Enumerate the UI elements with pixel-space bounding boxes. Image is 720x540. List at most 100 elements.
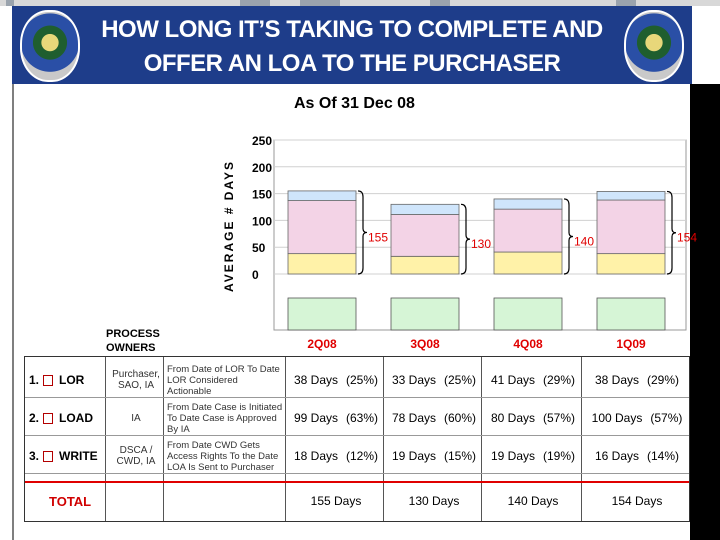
percent-value: (57%) xyxy=(543,411,576,425)
total-divider xyxy=(25,481,689,483)
checkbox-icon xyxy=(43,412,54,424)
total-brace xyxy=(357,190,368,275)
table-value-cell: 19 Days (15%) xyxy=(389,437,479,475)
table-phase-cell: 2. LOAD xyxy=(29,399,103,437)
department-of-defense-seal-logo xyxy=(624,10,684,82)
percent-value: (57%) xyxy=(650,411,683,425)
bar-total-label: 140 xyxy=(574,234,594,248)
table-phase-cell: 1. LOR xyxy=(29,361,103,399)
top-toolbar-strip xyxy=(0,0,720,6)
percent-value: (25%) xyxy=(346,373,379,387)
bar-segment-load xyxy=(287,200,357,255)
table-column-divider xyxy=(481,357,482,521)
owners-header-line-2: OWNERS xyxy=(106,342,156,354)
table-value-cell: 38 Days (29%) xyxy=(587,361,687,399)
table-owner-cell: Purchaser, SAO, IA xyxy=(112,369,160,391)
bar-segment-write xyxy=(287,190,357,201)
table-value-cell: 18 Days (12%) xyxy=(291,437,381,475)
x-category-label: 2Q08 xyxy=(307,337,337,351)
bar-base-box xyxy=(596,297,666,331)
table-value-cell: 33 Days (25%) xyxy=(389,361,479,399)
bar-total-label: 130 xyxy=(471,237,491,251)
percent-value: (29%) xyxy=(543,373,576,387)
table-column-divider xyxy=(581,357,582,521)
table-owner-cell: IA xyxy=(131,412,141,424)
total-value-cell: 154 Days xyxy=(611,494,663,508)
toolbar-icon[interactable] xyxy=(430,0,450,6)
toolbar-icon[interactable] xyxy=(6,0,14,6)
table-value-cell: 41 Days (29%) xyxy=(487,361,579,399)
table-column-divider xyxy=(163,357,164,521)
percent-value: (60%) xyxy=(444,411,477,425)
total-value-cell: 130 Days xyxy=(408,494,460,508)
days-value: 80 Days xyxy=(490,411,535,425)
bar-segment-write xyxy=(493,198,563,210)
table-value-cell: 19 Days (19%) xyxy=(487,437,579,475)
toolbar-icon[interactable] xyxy=(616,0,636,6)
percent-value: (12%) xyxy=(346,449,379,463)
title-line-2: OFFER AN LOA TO THE PURCHASER xyxy=(143,50,561,77)
days-value: 78 Days xyxy=(391,411,436,425)
bar-base-box xyxy=(390,297,460,331)
checkbox-icon xyxy=(43,450,54,462)
phase-label: LOAD xyxy=(59,411,94,425)
days-value: 19 Days xyxy=(490,449,535,463)
table-definition-cell: From Date of LOR To Date LOR Considered … xyxy=(167,363,280,397)
title-banner: HOW LONG IT’S TAKING TO COMPLETE AND OFF… xyxy=(12,6,692,84)
table-definition-cell: From Date CWD Gets Access Rights To the … xyxy=(167,439,279,473)
table-row-divider xyxy=(25,473,689,474)
y-tick-label: 250 xyxy=(252,134,272,148)
total-label: TOTAL xyxy=(49,493,92,509)
process-owners-header: PROCESS OWNERS xyxy=(106,327,160,355)
bar-segment-load xyxy=(493,208,563,253)
y-tick-label: 150 xyxy=(252,188,272,202)
days-value: 16 Days xyxy=(594,449,639,463)
y-tick-label: 200 xyxy=(252,161,272,175)
phase-duration-table: 1. LOR Purchaser, SAO, IA From Date of LOR … xyxy=(24,356,690,522)
days-value: 38 Days xyxy=(594,373,639,387)
days-value: 38 Days xyxy=(293,373,338,387)
toolbar-icon[interactable] xyxy=(240,0,270,6)
right-dark-panel xyxy=(690,84,720,540)
total-value-cell: 155 Days xyxy=(310,494,362,508)
bar-segment-lor xyxy=(287,253,357,275)
x-category-label: 3Q08 xyxy=(410,337,440,351)
bar-segment-lor xyxy=(596,253,666,275)
table-row-divider xyxy=(25,435,689,436)
percent-value: (63%) xyxy=(346,411,379,425)
bar-total-label: 155 xyxy=(368,230,388,244)
bar-segment-load xyxy=(390,214,460,257)
bar-base-box xyxy=(493,297,563,331)
y-tick-label: 50 xyxy=(252,241,266,255)
percent-value: (25%) xyxy=(444,373,477,387)
table-value-cell: 78 Days (60%) xyxy=(389,399,479,437)
total-value-cell: 140 Days xyxy=(507,494,559,508)
row-number: 3. xyxy=(29,449,40,463)
days-value: 19 Days xyxy=(391,449,436,463)
y-tick-label: 0 xyxy=(252,268,259,282)
bar-segment-lor xyxy=(390,255,460,275)
toolbar-icon[interactable] xyxy=(300,0,340,6)
department-seal-logo xyxy=(20,10,80,82)
days-value: 99 Days xyxy=(293,411,338,425)
owners-header-line-1: PROCESS xyxy=(106,328,160,340)
bar-segment-write xyxy=(390,203,460,215)
percent-value: (19%) xyxy=(543,449,576,463)
days-value: 41 Days xyxy=(490,373,535,387)
bar-total-label: 154 xyxy=(677,231,697,245)
y-axis-label: AVERAGE # DAYS xyxy=(222,160,236,292)
row-number: 1. xyxy=(29,373,40,387)
chart-subtitle: As Of 31 Dec 08 xyxy=(294,95,415,112)
bar-base-box xyxy=(287,297,357,331)
title-line-1: HOW LONG IT’S TAKING TO COMPLETE AND xyxy=(101,16,603,43)
x-category-label: 4Q08 xyxy=(513,337,543,351)
days-value: 33 Days xyxy=(391,373,436,387)
table-column-divider xyxy=(383,357,384,521)
phase-label: WRITE xyxy=(59,449,98,463)
total-brace xyxy=(460,203,471,275)
percent-value: (29%) xyxy=(647,373,680,387)
table-definition-cell: From Date Case is Initiated To Date Case… xyxy=(167,401,283,435)
bar-segment-write xyxy=(596,191,666,201)
checkbox-icon xyxy=(43,374,54,386)
